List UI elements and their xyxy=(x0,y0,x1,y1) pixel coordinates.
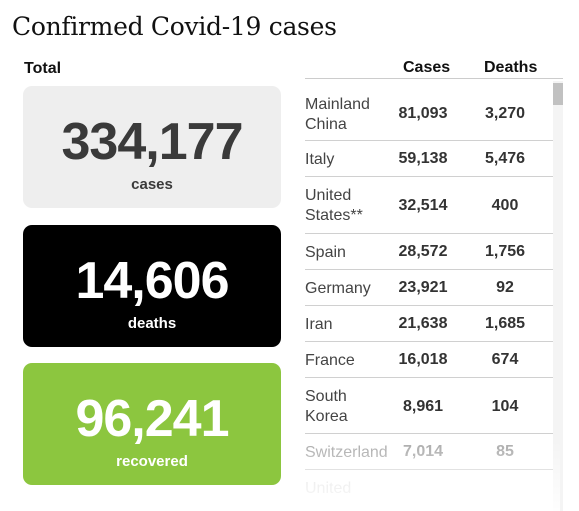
table-scrollbar[interactable] xyxy=(553,81,563,511)
country-name: United xyxy=(305,480,352,497)
country-name: Germany xyxy=(305,280,371,297)
table-header: Cases Deaths xyxy=(305,55,563,79)
country-deaths: 104 xyxy=(491,398,519,415)
country-deaths: 85 xyxy=(496,443,514,460)
country-cases: 21,638 xyxy=(398,315,448,332)
country-cases: 81,093 xyxy=(398,105,448,122)
deaths-label: deaths xyxy=(127,315,177,332)
country-deaths: 5,476 xyxy=(484,150,526,167)
country-table[interactable]: Cases Deaths Mainland China 81,093 3,270… xyxy=(305,55,563,511)
header-cases: Cases xyxy=(403,59,451,76)
table-row: Italy 59,138 5,476 xyxy=(305,141,553,177)
page-title: Confirmed Covid-19 cases xyxy=(12,12,337,41)
country-deaths: 1,685 xyxy=(484,315,526,332)
country-cases: 59,138 xyxy=(398,150,448,167)
country-name: Italy xyxy=(305,151,335,168)
table-row: France 16,018 674 xyxy=(305,342,553,378)
country-cases: 8,961 xyxy=(402,398,444,415)
cases-total: 334,177 xyxy=(61,113,244,171)
table-row: Germany 23,921 92 xyxy=(305,270,553,306)
country-cases: 28,572 xyxy=(398,243,448,260)
header-deaths: Deaths xyxy=(484,59,538,76)
country-name: France xyxy=(305,352,355,369)
country-name: United States** xyxy=(305,187,363,224)
country-name: Switzerland xyxy=(305,444,388,461)
country-name: Spain xyxy=(305,244,346,261)
country-cases: 7,014 xyxy=(402,443,444,460)
recovered-card: 96,241 recovered xyxy=(23,363,281,485)
country-name: South Korea xyxy=(305,388,348,425)
table-row: Mainland China 81,093 3,270 xyxy=(305,79,553,141)
country-name: Mainland China xyxy=(305,96,370,133)
table-row: United xyxy=(305,470,553,510)
scrollbar-thumb[interactable] xyxy=(553,83,563,105)
country-cases: 16,018 xyxy=(398,351,448,368)
table-row: Iran 21,638 1,685 xyxy=(305,306,553,342)
table-row: United States** 32,514 400 xyxy=(305,177,553,234)
country-deaths: 3,270 xyxy=(484,105,526,122)
country-deaths: 1,756 xyxy=(484,243,526,260)
total-label: Total xyxy=(24,60,62,77)
cases-card: 334,177 cases xyxy=(23,86,281,208)
country-cases: 32,514 xyxy=(398,197,448,214)
country-deaths: 92 xyxy=(496,279,514,296)
table-row: South Korea 8,961 104 xyxy=(305,378,553,434)
table-row: Spain 28,572 1,756 xyxy=(305,234,553,270)
deaths-card: 14,606 deaths xyxy=(23,225,281,347)
country-name: Iran xyxy=(305,316,333,333)
deaths-total: 14,606 xyxy=(75,252,229,310)
recovered-total: 96,241 xyxy=(75,390,229,448)
cases-label: cases xyxy=(131,176,173,193)
table-row: Switzerland 7,014 85 xyxy=(305,434,553,470)
country-deaths: 674 xyxy=(491,351,519,368)
recovered-label: recovered xyxy=(116,453,188,470)
country-deaths: 400 xyxy=(491,197,519,214)
country-cases: 23,921 xyxy=(398,279,448,296)
